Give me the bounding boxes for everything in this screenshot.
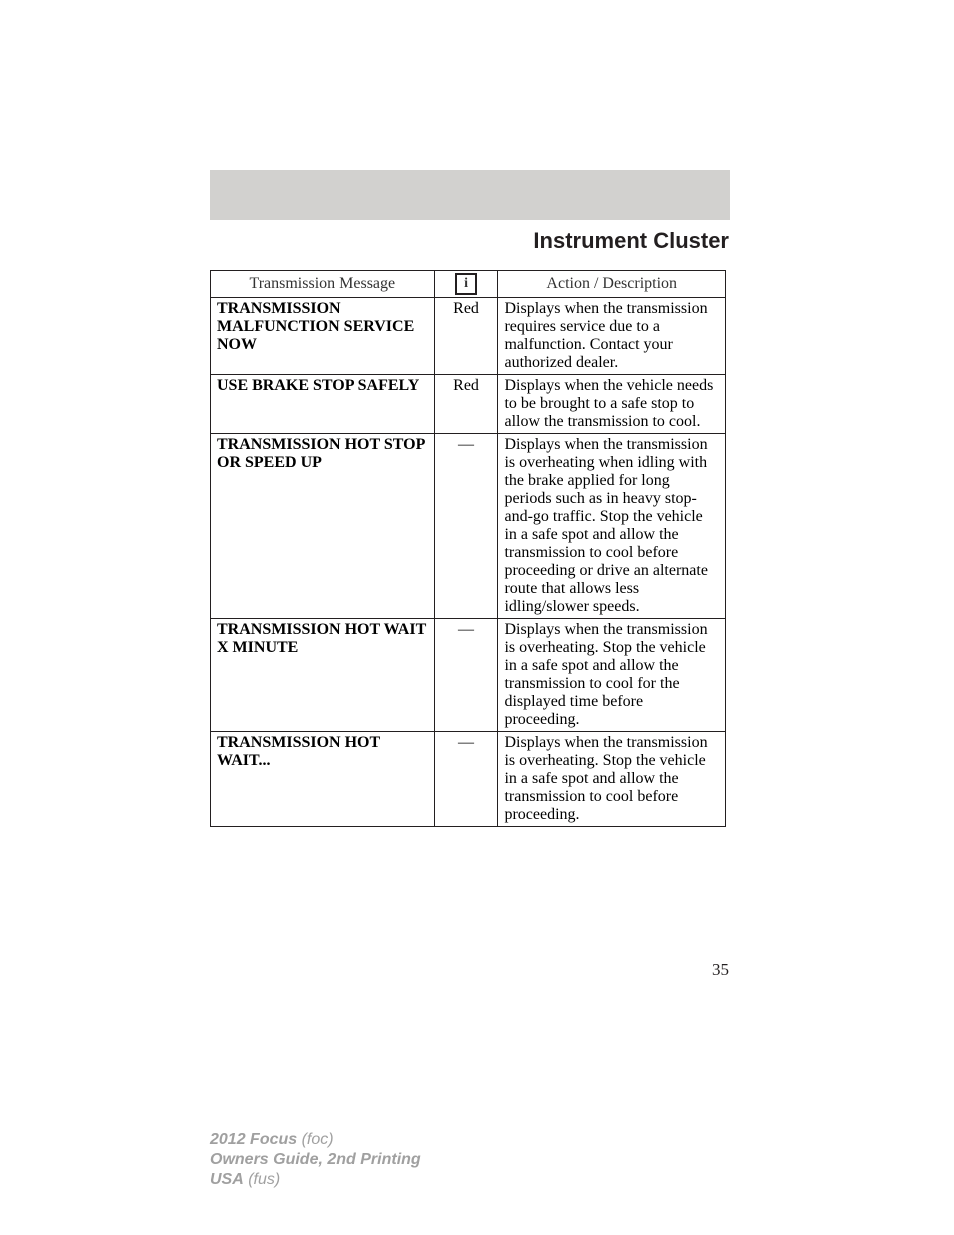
indicator-cell: — [434,732,498,827]
footer-model: 2012 Focus [210,1131,297,1148]
footer-region: USA [210,1171,244,1188]
header-band [210,170,730,220]
footer-block: 2012 Focus (foc) Owners Guide, 2nd Print… [210,1130,421,1190]
table-row: TRANSMISSION MALFUNCTION SERVICE NOW Red… [211,298,726,375]
info-icon: i [455,273,477,295]
message-text: TRANSMISSION MALFUNCTION SERVICE NOW [217,300,414,353]
footer-line-2: Owners Guide, 2nd Printing [210,1150,421,1170]
message-text: TRANSMISSION HOT STOP OR SPEED UP [217,436,424,471]
page-number: 35 [712,960,729,980]
transmission-message-table: Transmission Message i Action / Descript… [210,270,726,827]
description-cell: Displays when the transmission is overhe… [498,434,726,619]
footer-line-3: USA (fus) [210,1170,421,1190]
description-cell: Displays when the transmission is overhe… [498,619,726,732]
header-message: Transmission Message [211,271,435,298]
footer-region-code: (fus) [244,1171,280,1188]
indicator-cell: — [434,434,498,619]
message-text: TRANSMISSION HOT WAIT... [217,734,380,769]
table-row: TRANSMISSION HOT WAIT... — Displays when… [211,732,726,827]
message-text: USE BRAKE STOP SAFELY [217,377,419,394]
indicator-cell: Red [434,375,498,434]
indicator-cell: — [434,619,498,732]
table-row: USE BRAKE STOP SAFELY Red Displays when … [211,375,726,434]
table-row: TRANSMISSION HOT WAIT X MINUTE — Display… [211,619,726,732]
document-page: Instrument Cluster Transmission Message … [0,0,954,1235]
table-row: TRANSMISSION HOT STOP OR SPEED UP — Disp… [211,434,726,619]
indicator-cell: Red [434,298,498,375]
footer-line-1: 2012 Focus (foc) [210,1130,421,1150]
table-header-row: Transmission Message i Action / Descript… [211,271,726,298]
footer-model-code: (foc) [297,1131,333,1148]
description-cell: Displays when the transmission is overhe… [498,732,726,827]
message-text: TRANSMISSION HOT WAIT X MINUTE [217,621,426,656]
header-indicator: i [434,271,498,298]
description-cell: Displays when the vehicle needs to be br… [498,375,726,434]
header-description: Action / Description [498,271,726,298]
description-cell: Displays when the transmission requires … [498,298,726,375]
section-title: Instrument Cluster [533,228,729,254]
